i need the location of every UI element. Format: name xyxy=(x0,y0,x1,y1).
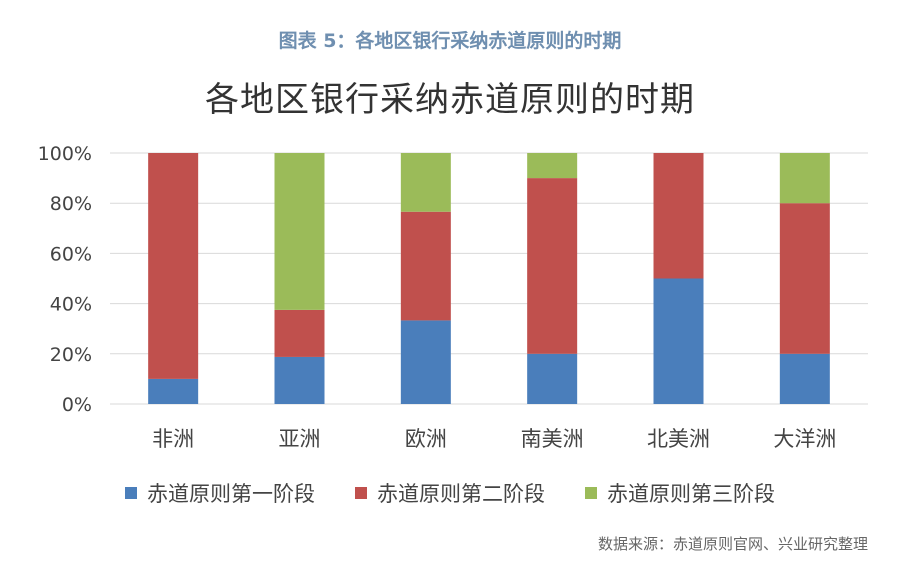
bar-segment xyxy=(400,153,451,212)
bar-segment xyxy=(400,320,451,404)
y-tick-label: 100% xyxy=(38,143,92,165)
y-axis-ticks: 0% 20% 40% 60% 80% 100% xyxy=(38,143,92,416)
bar-segment xyxy=(400,211,451,321)
legend-item-phase2: 赤道原则第二阶段 xyxy=(355,478,545,508)
legend-swatch-phase1 xyxy=(125,487,137,499)
legend: 赤道原则第一阶段 赤道原则第二阶段 赤道原则第三阶段 xyxy=(0,478,900,508)
legend-label-phase3: 赤道原则第三阶段 xyxy=(607,482,775,506)
legend-swatch-phase2 xyxy=(355,487,367,499)
y-tick-label: 0% xyxy=(62,394,92,416)
data-source-note: 数据来源：赤道原则官网、兴业研究整理 xyxy=(597,535,868,553)
bar-segment xyxy=(527,178,578,354)
figure-caption: 图表 5：各地区银行采纳赤道原则的时期 xyxy=(278,30,622,52)
legend-item-phase1: 赤道原则第一阶段 xyxy=(125,478,315,508)
gridlines xyxy=(110,152,868,405)
x-category-label: 大洋洲 xyxy=(773,427,836,451)
x-category-label: 北美洲 xyxy=(647,427,710,451)
y-tick-label: 20% xyxy=(50,344,92,366)
bar-segment xyxy=(148,378,199,404)
legend-label-phase1: 赤道原则第一阶段 xyxy=(147,482,315,506)
bar-segment xyxy=(779,203,830,354)
x-category-label: 南美洲 xyxy=(521,427,584,451)
x-category-label: 欧洲 xyxy=(405,427,447,451)
legend-item-phase3: 赤道原则第三阶段 xyxy=(585,478,775,508)
legend-swatch-phase3 xyxy=(585,487,597,499)
y-tick-label: 40% xyxy=(50,294,92,316)
bar-segment xyxy=(653,153,704,279)
bar-segment xyxy=(274,153,325,310)
x-axis-labels: 非洲 亚洲 欧洲 南美洲 北美洲 大洋洲 xyxy=(152,427,836,451)
y-tick-label: 80% xyxy=(50,193,92,215)
bar-segment xyxy=(653,278,704,404)
bars xyxy=(148,153,830,404)
legend-label-phase2: 赤道原则第二阶段 xyxy=(377,482,545,506)
bar-segment xyxy=(527,353,578,404)
bar-segment xyxy=(274,356,325,404)
bar-segment xyxy=(527,153,578,179)
bar-segment xyxy=(274,309,325,357)
chart-title: 各地区银行采纳赤道原则的时期 xyxy=(205,80,695,120)
y-tick-label: 60% xyxy=(50,243,92,265)
bar-segment xyxy=(779,153,830,204)
x-category-label: 非洲 xyxy=(152,427,194,451)
x-category-label: 亚洲 xyxy=(279,427,321,451)
bar-segment xyxy=(148,153,199,379)
bar-segment xyxy=(779,353,830,404)
